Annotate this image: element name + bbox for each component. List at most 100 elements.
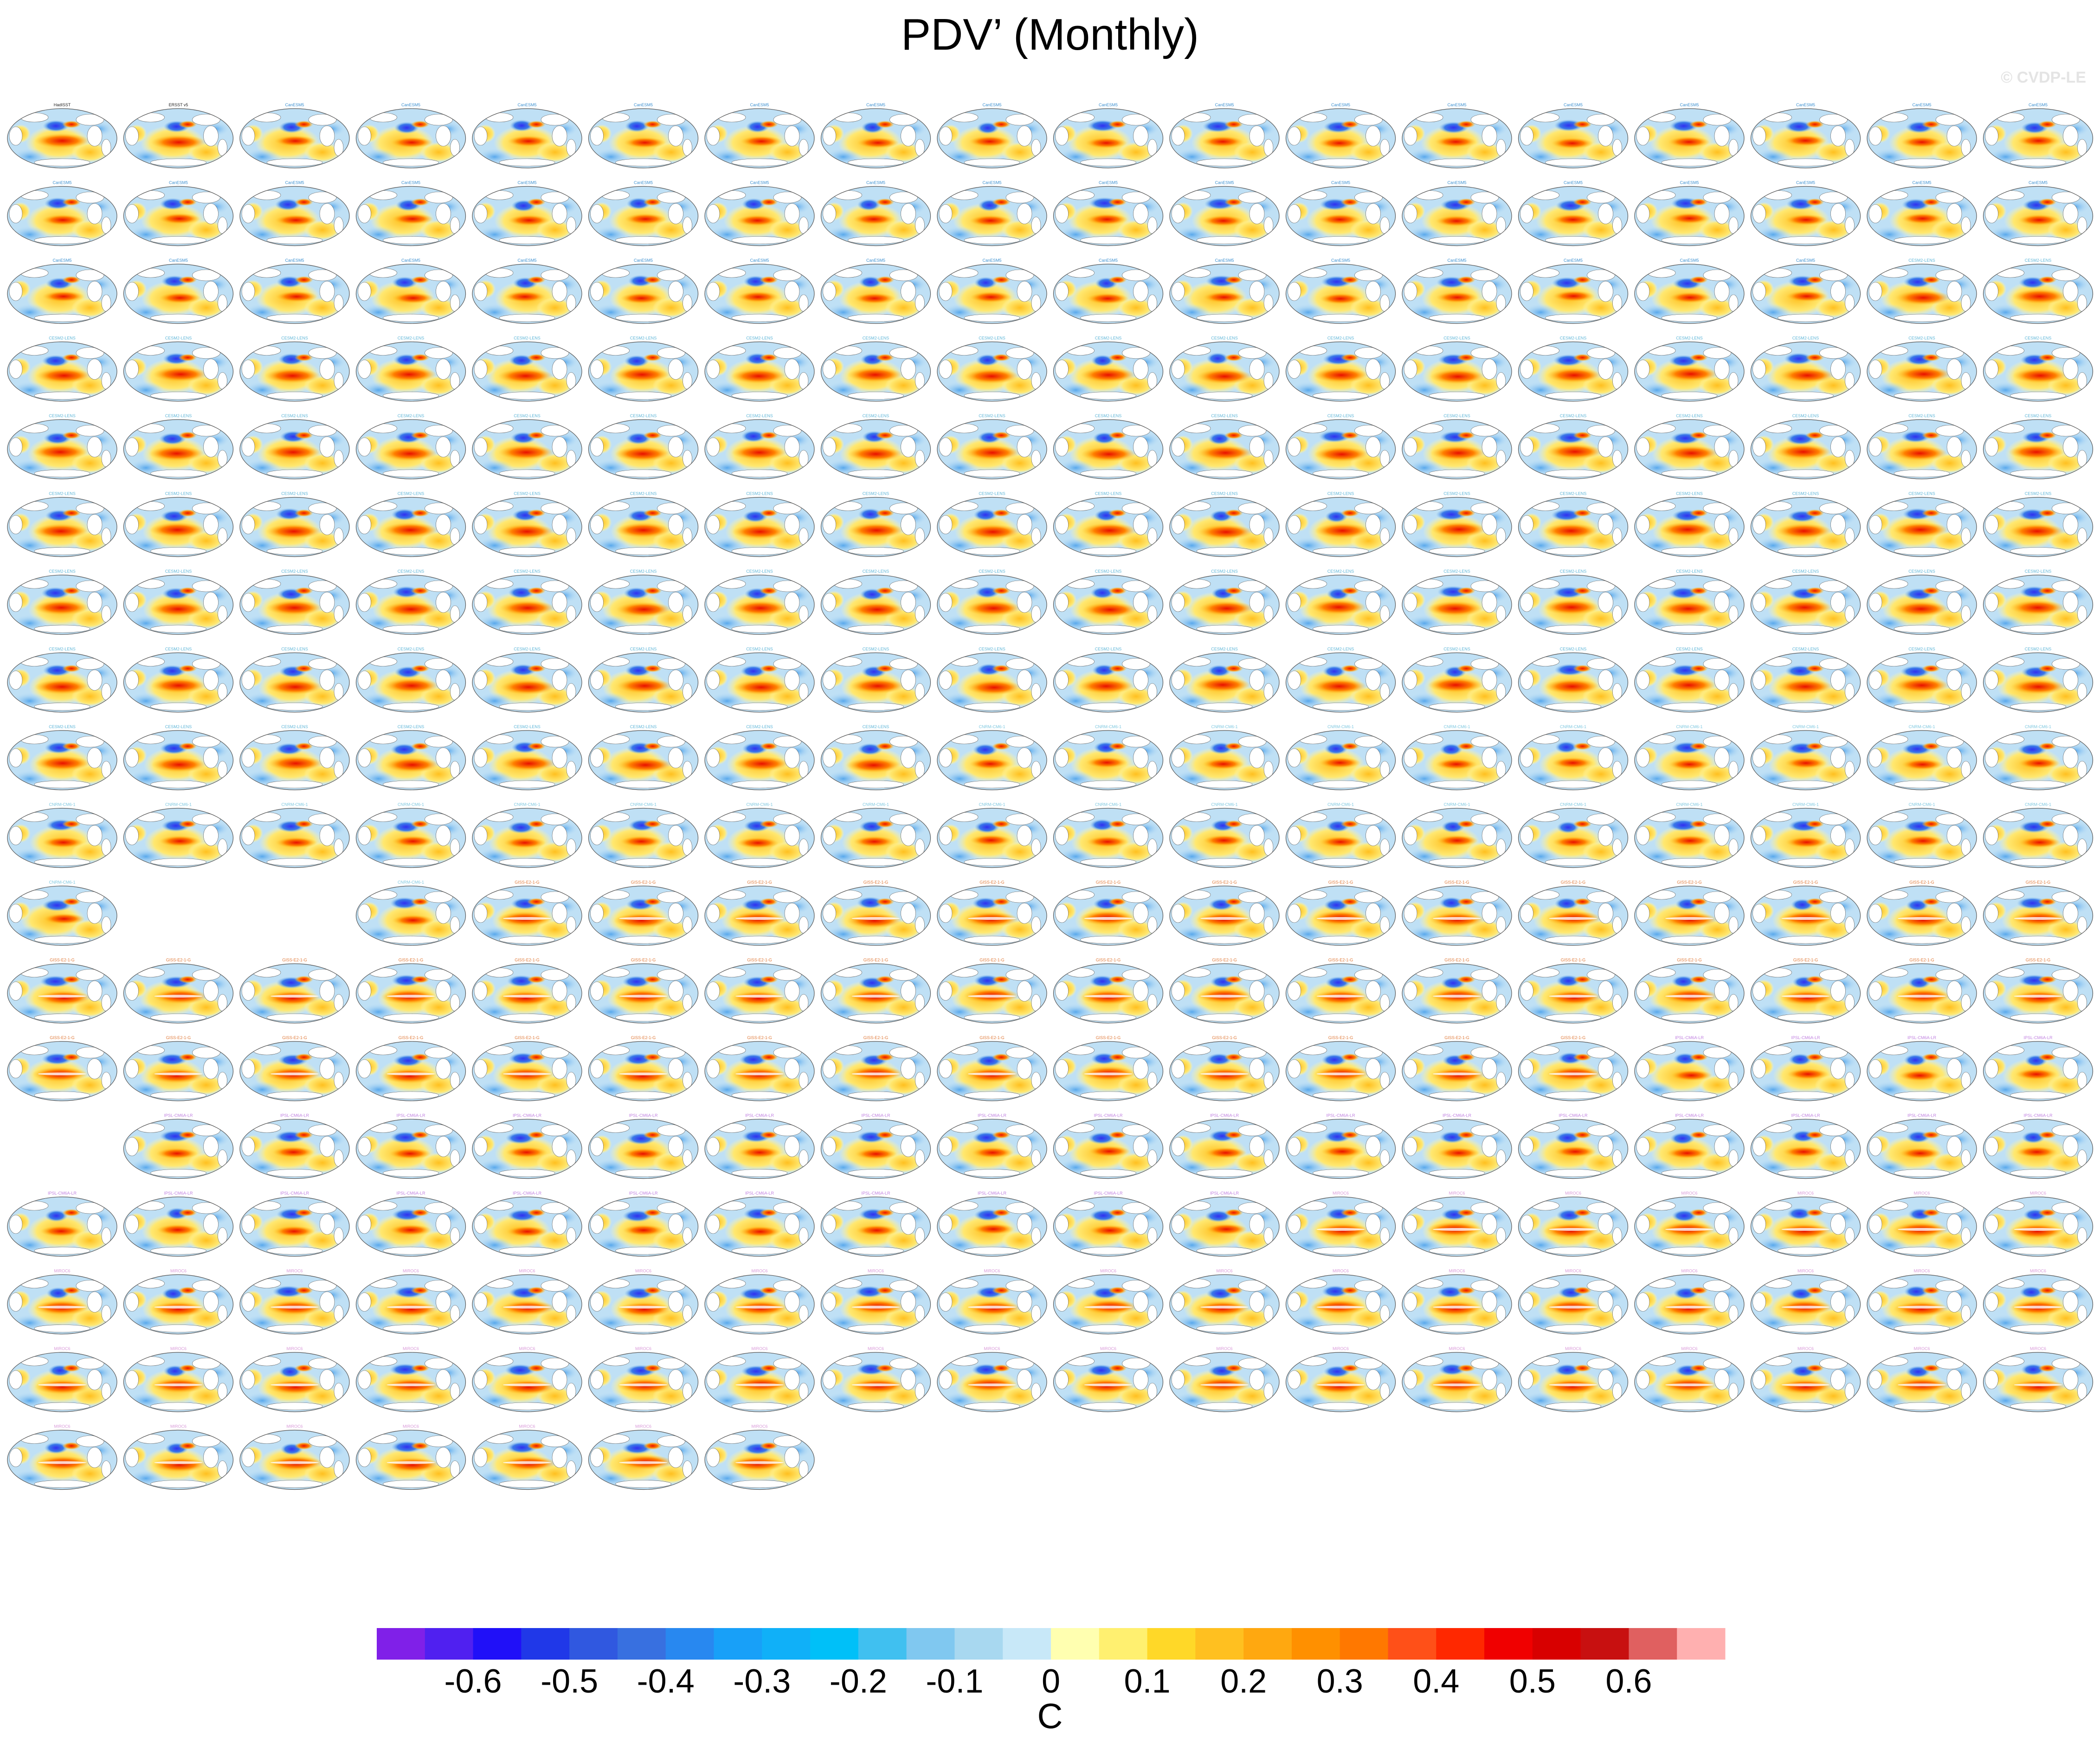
map-panel: CNRM-CM6-1 (1983, 724, 2094, 790)
map-panel: CESM2-LENS (1053, 336, 1164, 402)
map-panel: CESM2-LENS (588, 491, 699, 557)
watermark: © CVDP-LE (2001, 69, 2086, 86)
map-panel: MIROC6 (1402, 1191, 1512, 1257)
map-panel: GISS-E2-1-G (1285, 880, 1396, 946)
map-panel: CanESM5 (1053, 181, 1164, 246)
map-panel: CNRM-CM6-1 (472, 802, 582, 868)
colorbar-box (1291, 1628, 1340, 1660)
map-panel: MIROC6 (704, 1346, 815, 1412)
panel-label: MIROC6 (2030, 1346, 2046, 1351)
colorbar-tick-label: -0.6 (444, 1663, 502, 1700)
map-panel: CanESM5 (937, 181, 1047, 246)
map-panel: IPSL-CM6A-LR (239, 1191, 350, 1257)
map-panel: CESM2-LENS (1518, 414, 1629, 479)
panel-label: MIROC6 (54, 1346, 70, 1351)
map-panel: CNRM-CM6-1 (355, 802, 466, 868)
map-panel: CESM2-LENS (1867, 647, 1977, 713)
map-panel: CESM2-LENS (1285, 336, 1396, 402)
map-panel: CNRM-CM6-1 (1634, 802, 1745, 868)
map-panel: CESM2-LENS (1169, 414, 1280, 479)
map-panel: CESM2-LENS (7, 724, 117, 790)
colorbar-box (1580, 1628, 1629, 1660)
panel-label: CESM2-LENS (979, 491, 1005, 496)
map-panel: CESM2-LENS (7, 647, 117, 713)
map-panel: CESM2-LENS (937, 336, 1047, 402)
panel-label: GISS-E2-1-G (747, 1035, 772, 1040)
map-panel: CESM2-LENS (1169, 647, 1280, 713)
map-panel: CanESM5 (1750, 103, 1861, 168)
panel-label: CanESM5 (1912, 181, 1931, 185)
map-panel: IPSL-CM6A-LR (1867, 1035, 1977, 1101)
map-panel: CanESM5 (588, 181, 699, 246)
panel-label: GISS-E2-1-G (399, 1035, 424, 1040)
map-panel: CESM2-LENS (937, 647, 1047, 713)
panel-label: CESM2-LENS (2025, 647, 2052, 652)
map-panel: CESM2-LENS (123, 724, 234, 790)
map-panel: CanESM5 (1285, 181, 1396, 246)
panel-label: CESM2-LENS (1676, 336, 1703, 341)
panel-label: CESM2-LENS (398, 647, 425, 652)
panel-label: GISS-E2-1-G (747, 958, 772, 963)
map-panel: CESM2-LENS (1634, 647, 1745, 713)
panel-label: CESM2-LENS (1676, 414, 1703, 418)
panel-label: CanESM5 (285, 258, 304, 263)
panel-label: GISS-E2-1-G (166, 1035, 191, 1040)
map-panel: GISS-E2-1-G (588, 880, 699, 946)
map-panel: GISS-E2-1-G (1402, 1035, 1512, 1101)
map-panel: CESM2-LENS (1867, 414, 1977, 479)
colorbar-units: C (1037, 1697, 1063, 1736)
panel-label: MIROC6 (1333, 1269, 1349, 1273)
panel-label: CESM2-LENS (746, 647, 773, 652)
map-panel: GISS-E2-1-G (1634, 880, 1745, 946)
colorbar-tick-label: 0.6 (1605, 1663, 1652, 1700)
map-panel: MIROC6 (1053, 1269, 1164, 1335)
map-panel: GISS-E2-1-G (1983, 880, 2094, 946)
panel-label: CESM2-LENS (1560, 647, 1587, 652)
map-panel: MIROC6 (1518, 1346, 1629, 1412)
map-panel: CESM2-LENS (1053, 569, 1164, 635)
panel-label: MIROC6 (635, 1424, 651, 1429)
panel-label: CanESM5 (1564, 103, 1583, 107)
panel-label: CNRM-CM6-1 (1211, 802, 1238, 807)
panel-label: CESM2-LENS (630, 336, 657, 341)
map-panel: CESM2-LENS (704, 569, 815, 635)
panel-label: CESM2-LENS (979, 336, 1005, 341)
map-panel: GISS-E2-1-G (123, 958, 234, 1024)
panel-label: IPSL-CM6A-LR (745, 1113, 774, 1118)
panel-label: GISS-E2-1-G (1328, 958, 1353, 963)
panel-label: IPSL-CM6A-LR (513, 1113, 542, 1118)
panel-label: CESM2-LENS (165, 647, 192, 652)
map-panel: GISS-E2-1-G (1750, 880, 1861, 946)
panel-label: GISS-E2-1-G (515, 880, 540, 885)
map-panel: CanESM5 (1053, 103, 1164, 168)
panel-label: MIROC6 (984, 1269, 1000, 1273)
panel-label: CNRM-CM6-1 (747, 802, 773, 807)
map-panel: MIROC6 (7, 1346, 117, 1412)
panel-label: MIROC6 (170, 1269, 187, 1273)
panel-label: CNRM-CM6-1 (1676, 724, 1703, 729)
panel-label: CNRM-CM6-1 (1676, 802, 1703, 807)
panel-label: CanESM5 (1099, 258, 1118, 263)
colorbar-box (1340, 1628, 1388, 1660)
panel-label: CESM2-LENS (630, 491, 657, 496)
map-panel: CanESM5 (1518, 258, 1629, 324)
panel-label: CESM2-LENS (1443, 414, 1470, 418)
map-panel: GISS-E2-1-G (1983, 958, 2094, 1024)
map-panel: IPSL-CM6A-LR (1169, 1113, 1280, 1179)
map-panel: MIROC6 (937, 1346, 1047, 1412)
panel-label: IPSL-CM6A-LR (1791, 1035, 1820, 1040)
panel-label: CanESM5 (1680, 103, 1699, 107)
panel-label: MIROC6 (2030, 1269, 2046, 1273)
panel-label: CESM2-LENS (863, 336, 889, 341)
map-panel: GISS-E2-1-G (1750, 958, 1861, 1024)
map-panel: MIROC6 (1867, 1346, 1977, 1412)
panel-label: CNRM-CM6-1 (398, 880, 424, 885)
map-panel: MIROC6 (239, 1346, 350, 1412)
panel-label: CESM2-LENS (2025, 258, 2052, 263)
colorbar-box (1484, 1628, 1533, 1660)
panel-label: CESM2-LENS (281, 647, 308, 652)
map-panel: MIROC6 (7, 1269, 117, 1335)
map-panel: IPSL-CM6A-LR (355, 1113, 466, 1179)
panel-label: GISS-E2-1-G (282, 958, 307, 963)
panel-label: CNRM-CM6-1 (1095, 802, 1121, 807)
